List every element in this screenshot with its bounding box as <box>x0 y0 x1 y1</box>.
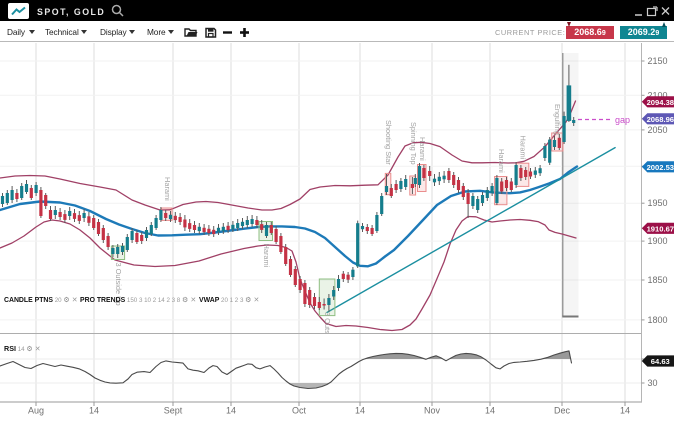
svg-text:Sept: Sept <box>164 406 183 416</box>
svg-text:Nov: Nov <box>424 406 441 416</box>
svg-text:gap: gap <box>615 115 630 125</box>
svg-text:14: 14 <box>485 406 495 416</box>
svg-text:14: 14 <box>226 406 236 416</box>
svg-text:Engulfing: Engulfing <box>553 104 562 135</box>
svg-text:Harami: Harami <box>497 149 506 173</box>
svg-text:Harami: Harami <box>262 244 271 268</box>
svg-text:Aug: Aug <box>28 406 44 416</box>
svg-text:14: 14 <box>620 406 630 416</box>
svg-text:2002.53: 2002.53 <box>647 163 674 172</box>
svg-text:2068.96: 2068.96 <box>647 115 674 124</box>
svg-text:3 Outside Up: 3 Outside Up <box>323 312 332 355</box>
svg-text:1900: 1900 <box>648 236 668 246</box>
svg-text:14: 14 <box>89 406 99 416</box>
svg-text:Shooting Star: Shooting Star <box>384 120 393 165</box>
svg-text:2050: 2050 <box>648 125 668 135</box>
svg-text:2150: 2150 <box>648 56 668 66</box>
svg-text:1910.67: 1910.67 <box>647 224 674 233</box>
svg-text:3 Outside Up: 3 Outside Up <box>114 263 123 306</box>
svg-text:Harami: Harami <box>519 136 528 160</box>
svg-text:64.63: 64.63 <box>651 357 670 366</box>
svg-text:Spinning Top: Spinning Top <box>409 122 418 165</box>
svg-text:Oct: Oct <box>292 406 307 416</box>
svg-text:2100: 2100 <box>648 90 668 100</box>
svg-text:30: 30 <box>648 378 658 388</box>
svg-text:1850: 1850 <box>648 275 668 285</box>
svg-text:Harami: Harami <box>163 177 172 201</box>
svg-text:14: 14 <box>355 406 365 416</box>
svg-text:1800: 1800 <box>648 315 668 325</box>
svg-text:Dec: Dec <box>554 406 571 416</box>
svg-text:Harami: Harami <box>418 137 427 161</box>
svg-text:1950: 1950 <box>648 198 668 208</box>
svg-text:2094.38: 2094.38 <box>647 98 674 107</box>
